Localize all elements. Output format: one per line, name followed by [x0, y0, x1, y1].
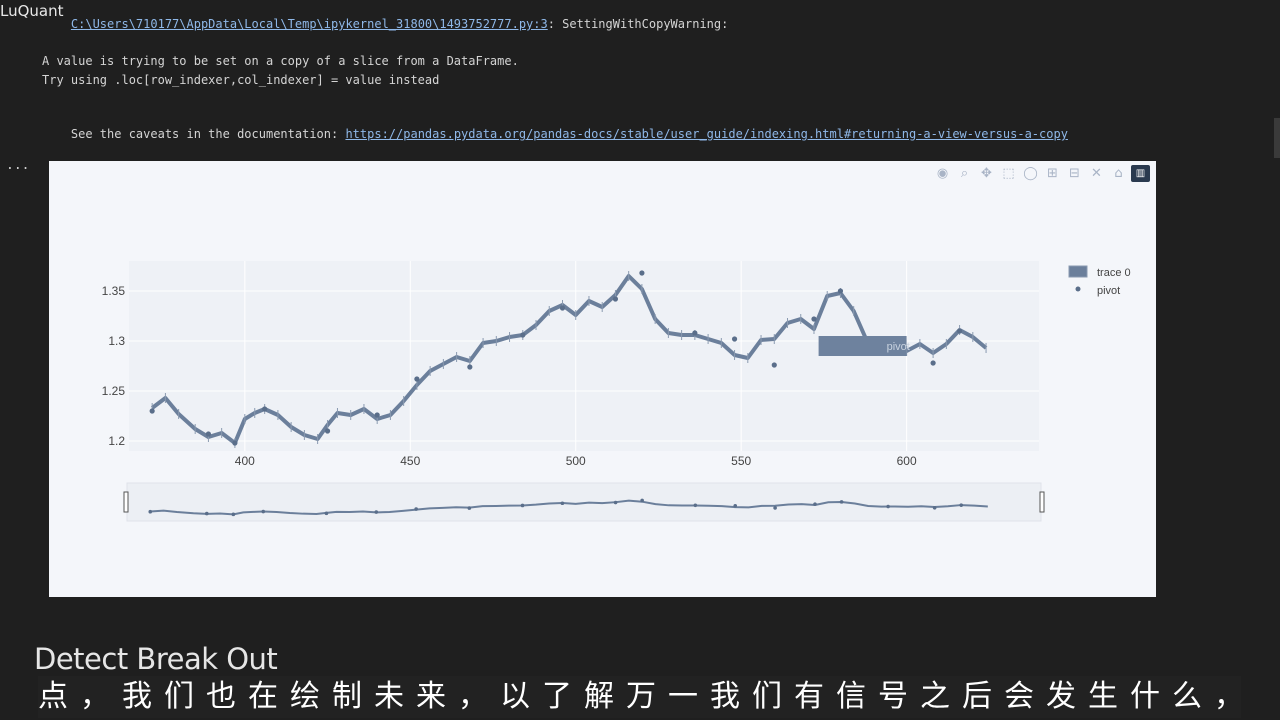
range-slider-pivot: [231, 512, 236, 517]
pivot-point: [811, 316, 817, 322]
x-tick-label: 600: [897, 454, 917, 468]
pivot-point: [930, 360, 936, 366]
pan-icon[interactable]: ✥: [981, 166, 992, 181]
range-handle-right[interactable]: [1039, 491, 1045, 513]
chart-svg[interactable]: 1.2 1.25 1.3 1.35 400 450 500 550 600 pivot trace …: [49, 161, 1156, 597]
range-slider-pivot: [204, 511, 209, 516]
camera-icon[interactable]: ◉: [936, 166, 949, 181]
range-slider-pivot: [959, 503, 964, 507]
pivot-point: [731, 336, 738, 342]
x-tick-label: 400: [235, 454, 255, 468]
range-slider: [126, 482, 1042, 522]
plotly-logo-icon[interactable]: ▥: [1131, 165, 1150, 182]
documentation-link[interactable]: https://pandas.pydata.org/pandas-docs/st…: [345, 127, 1068, 141]
pivot-point: [559, 305, 566, 311]
range-slider-pivot: [324, 511, 329, 516]
plotly-figure: ◉ ⌕ ✥ ⬚ ◯ ⊞ ⊟ ✕ ⌂ ▥ 1.2 1.25 1.3 1.35 400 450 500 550 600…: [49, 161, 1156, 597]
pivot-point: [262, 406, 268, 412]
pivot-point: [612, 296, 619, 302]
legend-pivot-label: pivot: [1097, 285, 1120, 297]
luquant-watermark: LuQuant: [0, 2, 64, 20]
warning-type: : SettingWithCopyWarning:: [547, 17, 729, 31]
warning-line-3-prefix: See the caveats in the documentation:: [70, 127, 346, 141]
range-slider-pivot: [467, 506, 472, 510]
pivot-point: [771, 362, 777, 368]
zoom-in-icon[interactable]: ⊞: [1047, 166, 1058, 181]
home-icon[interactable]: ⌂: [1114, 166, 1123, 181]
x-tick-label: 500: [566, 454, 586, 468]
lasso-icon[interactable]: ◯: [1023, 166, 1038, 181]
x-tick-label: 550: [731, 454, 751, 468]
video-title-caption: Detect Break Out: [34, 642, 278, 676]
y-tick-label: 1.25: [102, 384, 126, 398]
y-tick-label: 1.3: [108, 334, 125, 348]
pivot-point: [837, 288, 844, 294]
pivot-point: [692, 330, 698, 336]
autoscale-icon[interactable]: ✕: [1091, 166, 1102, 181]
legend-pivot-marker: [1075, 286, 1081, 292]
warning-file-path[interactable]: C:\Users\710177\AppData\Local\Temp\ipyke…: [70, 17, 548, 31]
zoom-out-icon[interactable]: ⊟: [1069, 166, 1080, 181]
range-slider-pivot: [640, 498, 644, 503]
range-slider-pivot: [261, 509, 266, 514]
range-handle-left[interactable]: [123, 491, 129, 513]
pivot-point: [149, 408, 155, 414]
hover-box: [818, 336, 907, 356]
legend-trace-0-swatch: [1068, 265, 1088, 278]
output-ellipsis[interactable]: ...: [6, 158, 30, 173]
pivot-point: [956, 328, 963, 334]
range-slider-pivot: [733, 504, 738, 508]
pivot-point: [639, 270, 645, 276]
pivot-point: [374, 412, 380, 418]
pivot-point: [414, 376, 420, 382]
subtitle-caption: 点，我们也在绘制未来，以了解万一我们有信号之后会发生什么，所: [38, 676, 1241, 718]
range-slider-pivot: [932, 505, 937, 510]
range-slider-pivot: [773, 506, 777, 510]
range-slider-pivot: [693, 503, 698, 508]
pivot-point: [232, 440, 238, 446]
x-tick-label: 450: [400, 454, 420, 468]
range-slider-pivot: [148, 509, 153, 514]
hover-label: pivot: [887, 341, 910, 353]
warning-line-2: Try using .loc[row_indexer,col_indexer] …: [42, 73, 440, 87]
warning-header-line: C:\Users\710177\AppData\Local\Temp\ipyke…: [42, 0, 728, 51]
range-slider-pivot: [839, 500, 844, 504]
range-slider-pivot: [613, 500, 618, 505]
y-tick-label: 1.35: [102, 284, 126, 298]
range-slider-pivot: [520, 503, 525, 508]
range-slider-pivot: [813, 502, 817, 506]
pivot-point: [520, 332, 526, 338]
range-slider-pivot: [560, 501, 565, 506]
plot-modebar: ◉ ⌕ ✥ ⬚ ◯ ⊞ ⊟ ✕ ⌂ ▥: [927, 161, 1156, 186]
legend-trace-0-label: trace 0: [1097, 267, 1131, 279]
scrollbar-thumb[interactable]: [1274, 118, 1280, 158]
pivot-point: [205, 431, 212, 437]
pivot-point: [324, 428, 331, 434]
y-tick-label: 1.2: [108, 434, 125, 448]
range-slider-pivot: [886, 504, 890, 509]
warning-line-3: See the caveats in the documentation: ht…: [42, 107, 1068, 161]
zoom-icon[interactable]: ⌕: [960, 166, 969, 181]
range-slider-pivot: [414, 507, 418, 511]
range-slider-pivot: [374, 510, 379, 514]
pivot-point: [467, 364, 473, 370]
warning-line-1: A value is trying to be set on a copy of…: [42, 54, 519, 68]
box-select-icon[interactable]: ⬚: [1002, 166, 1015, 181]
